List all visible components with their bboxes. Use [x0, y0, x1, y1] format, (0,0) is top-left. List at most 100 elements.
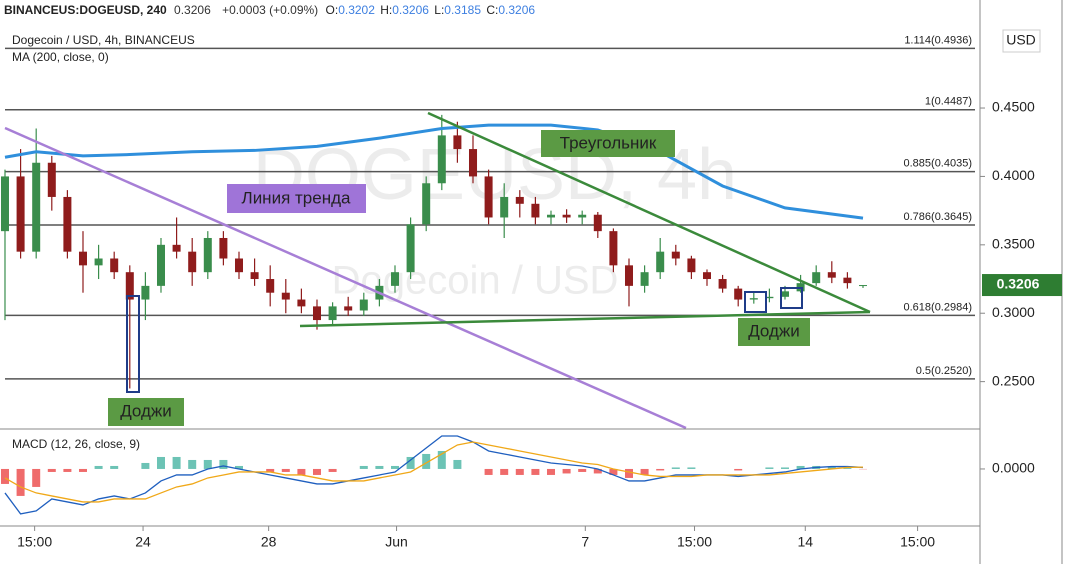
doji-box: [126, 295, 140, 393]
ohlc-label: O:: [326, 3, 339, 17]
macd-histogram-bar: [765, 467, 774, 469]
macd-histogram-bar: [484, 468, 493, 475]
macd-histogram-bar: [359, 465, 368, 469]
candle-body: [687, 258, 696, 273]
candle-body: [656, 251, 665, 273]
fib-label: 0.618(0.2984): [904, 301, 973, 313]
candle-body: [437, 135, 446, 184]
candle-body: [78, 251, 87, 266]
macd-histogram-bar: [500, 468, 509, 475]
candle-body: [188, 251, 197, 273]
macd-histogram-bar: [422, 453, 431, 469]
macd-histogram-bar: [593, 468, 602, 474]
macd-histogram-bar: [16, 468, 25, 496]
candle-body: [47, 162, 56, 197]
macd-histogram-bar: [63, 468, 72, 472]
x-tick-label: 15:00: [677, 534, 712, 550]
macd-histogram-bar: [780, 467, 789, 469]
ma-line: [4, 123, 864, 220]
candle-body: [125, 272, 134, 300]
fib-label: 0.786(0.3645): [904, 211, 973, 223]
x-tick-label: 28: [261, 534, 277, 550]
y-tick-label: 0.2500: [992, 372, 1035, 388]
macd-histogram-bar: [562, 468, 571, 474]
annotation: Треугольник: [560, 133, 657, 152]
annotation-box: [227, 184, 366, 213]
macd-histogram-bar: [78, 468, 87, 472]
candle-body: [749, 298, 758, 300]
macd-histogram-bar: [94, 465, 103, 469]
x-tick-label: 15:00: [17, 534, 52, 550]
candle-body: [827, 272, 836, 278]
candle-body: [546, 214, 555, 218]
candle-body: [531, 203, 540, 218]
candle-body: [32, 162, 41, 252]
change: +0.0003 (+0.09%): [222, 3, 318, 17]
signal-line: [4, 441, 864, 503]
candle-body: [203, 237, 212, 273]
macd-y-tick-label: 0.0000: [992, 460, 1035, 476]
macd-histogram-bar: [531, 468, 540, 475]
macd-histogram-bar: [0, 468, 9, 484]
macd-histogram-bar: [141, 462, 150, 469]
macd-histogram-bar: [234, 465, 243, 469]
fib-label: 1(0.4487): [925, 96, 972, 108]
y-tick-label: 0.3500: [992, 236, 1035, 252]
annotation: Доджи: [120, 401, 172, 420]
macd-histogram-bar: [390, 465, 399, 469]
macd-histogram-bar: [375, 465, 384, 469]
candle-body: [344, 306, 353, 311]
macd-histogram-bar: [32, 468, 41, 487]
currency[interactable]: USD: [1006, 32, 1036, 48]
ohlc-label: H:: [380, 3, 392, 17]
candle-body: [63, 196, 72, 252]
candle-body: [266, 279, 275, 293]
doji-box: [744, 291, 767, 313]
candle-body: [500, 196, 509, 218]
candle-body: [172, 244, 181, 252]
currency-button[interactable]: [1002, 29, 1041, 53]
macd-histogram-bar: [281, 468, 290, 472]
candle-body: [765, 296, 774, 299]
x-tick-label: 7: [581, 534, 589, 550]
annotation-box: [738, 318, 810, 346]
candle-body: [609, 231, 618, 266]
candle-body: [468, 149, 477, 177]
x-tick-label: 24: [135, 534, 151, 550]
candle-body: [141, 285, 150, 300]
candle-body: [0, 176, 9, 232]
macd-histogram-bar: [266, 468, 275, 472]
macd-histogram-bar: [188, 459, 197, 469]
candle-body: [843, 277, 852, 284]
macd-histogram-bar: [609, 468, 618, 475]
candle-body: [515, 196, 524, 204]
candle-body: [328, 306, 337, 321]
candle-body: [359, 299, 368, 311]
last-price-tag: [982, 274, 1062, 297]
annotation: Линия тренда: [242, 188, 351, 207]
candle-body: [156, 244, 165, 286]
ohlc-label: C:: [486, 3, 498, 17]
y-tick-label: 0.4000: [992, 167, 1035, 183]
candle-body: [250, 272, 259, 280]
macd-pane: [0, 435, 867, 515]
fib-label: 1.114(0.4936): [904, 34, 972, 46]
fib-label: 0.5(0.2520): [916, 365, 972, 377]
macd-histogram-bar: [656, 468, 665, 471]
candle-body: [110, 258, 119, 273]
macd-histogram-bar: [624, 468, 633, 478]
candle-body: [671, 251, 680, 259]
macd-histogram-bar: [297, 468, 306, 475]
candle-body: [812, 272, 821, 284]
macd-histogram-bar: [453, 459, 462, 469]
candle-body: [219, 237, 228, 259]
macd-histogram-bar: [640, 468, 649, 475]
last-price-label: 0.3206: [997, 276, 1040, 292]
macd-histogram-bar: [687, 467, 696, 469]
macd-histogram-bar: [156, 456, 165, 469]
macd-histogram-bar: [328, 468, 337, 472]
macd-histogram-bar: [734, 468, 743, 471]
candle-body: [453, 135, 462, 150]
candle-body: [390, 272, 399, 286]
